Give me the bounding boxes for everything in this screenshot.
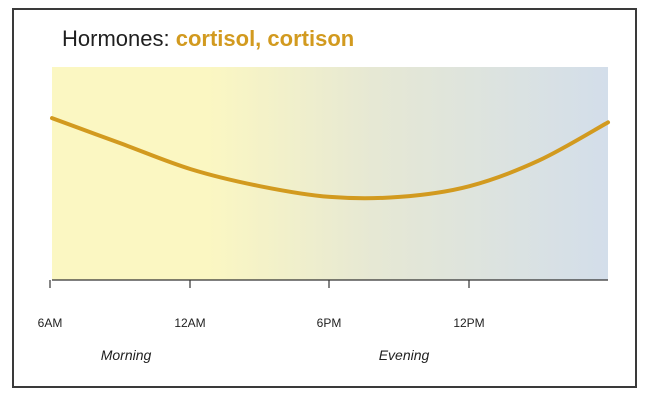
period-label: Morning	[101, 347, 152, 363]
period-label: Evening	[379, 347, 430, 363]
x-tick-label: 6PM	[317, 316, 342, 330]
chart-title-prefix: Hormones:	[62, 26, 170, 51]
x-tick-label: 6AM	[38, 316, 63, 330]
x-tick-label: 12PM	[453, 316, 484, 330]
chart-title: Hormones: cortisol, cortison	[62, 26, 354, 52]
cortisol-line	[50, 116, 610, 201]
plot-background	[52, 67, 608, 280]
x-tick-label: 12AM	[174, 316, 205, 330]
chart-title-highlight: cortisol, cortison	[175, 26, 355, 51]
